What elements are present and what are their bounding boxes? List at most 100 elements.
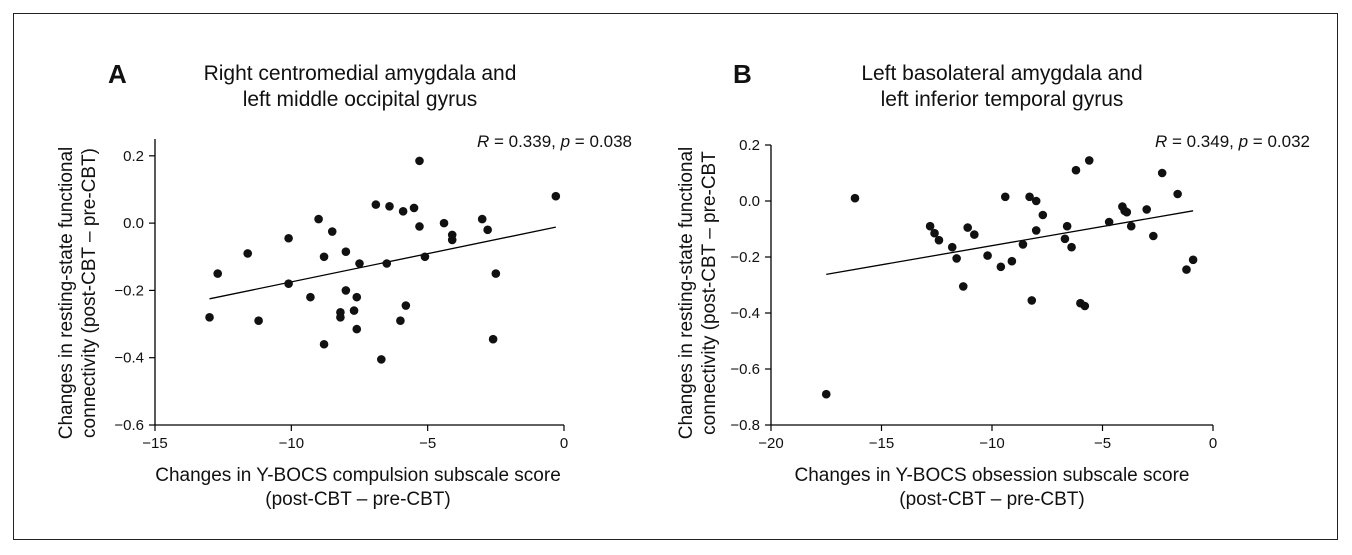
- panel-b-x-label-line-1: Changes in Y-BOCS obsession subscale sco…: [794, 465, 1189, 486]
- panel-b-data-point: [1123, 208, 1132, 217]
- panel-b-data-point: [1189, 255, 1198, 264]
- panel-b-data-point: [1032, 226, 1041, 235]
- panel-a-y-label-line-2: connectivity (post-CBT – pre-CBT): [79, 148, 100, 438]
- panel-a-data-point: [410, 204, 419, 213]
- panel-a-data-point: [385, 202, 394, 211]
- panel-b-title-line-2: left inferior temporal gyrus: [881, 88, 1124, 111]
- panel-b-data-point: [935, 236, 944, 245]
- panel-b-data-point: [1072, 166, 1081, 175]
- panel-a-data-point: [336, 313, 345, 322]
- panel-a-data-point: [483, 226, 492, 235]
- panel-a-y-tick-label: 0.2: [123, 148, 144, 165]
- panel-a-data-point: [254, 316, 263, 325]
- panel-b-data-point: [970, 230, 979, 239]
- panel-b-data-point: [1019, 240, 1028, 249]
- panel-a-y-tick-label: −0.2: [114, 282, 144, 299]
- panel-a-data-point: [320, 252, 329, 261]
- panel-b-x-label-line-2: (post-CBT – pre-CBT): [899, 489, 1084, 510]
- panel-b-data-point: [1085, 156, 1094, 165]
- panel-b-y-tick-label: −0.4: [730, 305, 760, 322]
- panel-b-y-tick-label: 0.0: [739, 193, 760, 210]
- panel-a-x-tick-label: −10: [279, 435, 304, 452]
- panel-a-data-point: [415, 157, 424, 166]
- panel-a-data-point: [213, 269, 222, 278]
- panel-b-data-point: [959, 282, 968, 291]
- panel-b-data-point: [1067, 243, 1076, 252]
- panel-b-data-point: [948, 243, 957, 252]
- panel-a-letter: A: [108, 59, 127, 89]
- panel-a-data-point: [396, 316, 405, 325]
- panel-a-y-tick-label: 0.0: [123, 215, 144, 232]
- panel-b-y-tick-label: −0.6: [730, 361, 760, 378]
- panel-b-data-point: [1158, 169, 1167, 178]
- panel-b-title-line-1: Left basolateral amygdala and: [861, 62, 1142, 85]
- panel-a-data-point: [284, 234, 293, 243]
- panel-b-y-tick-label: −0.2: [730, 249, 760, 266]
- panel-b-data-point: [1149, 232, 1158, 241]
- panel-a: A Right centromedial amygdala and left m…: [56, 59, 632, 510]
- panel-b-data-point: [1105, 218, 1114, 227]
- panel-b-x-tick-label: −20: [758, 435, 783, 452]
- panel-a-stat-annotation: R = 0.339, p = 0.038: [477, 132, 632, 151]
- panel-a-x-tick-label: −15: [142, 435, 167, 452]
- panel-b-data-point: [963, 223, 972, 232]
- panel-a-data-point: [205, 313, 214, 322]
- panel-b-data-point: [1039, 211, 1048, 220]
- panel-a-x-tick-label: −5: [419, 435, 436, 452]
- panel-b: B Left basolateral amygdala and left inf…: [676, 59, 1310, 510]
- panel-b-x-tick-label: −15: [869, 435, 894, 452]
- panel-a-data-point: [342, 247, 351, 256]
- panel-a-data-point: [350, 306, 359, 315]
- panel-b-x-tick-label: −5: [1094, 435, 1111, 452]
- panel-a-data-point: [314, 215, 323, 224]
- panel-a-data-point: [320, 340, 329, 349]
- panel-a-data-point: [478, 215, 487, 224]
- panel-b-data-point: [822, 390, 831, 399]
- panel-a-data-point: [355, 259, 364, 268]
- panel-b-data-point: [1063, 222, 1072, 231]
- panel-a-data-point: [402, 301, 411, 310]
- panel-b-data-point: [1142, 205, 1151, 214]
- panel-a-data-point: [243, 249, 252, 258]
- panel-b-data-point: [1127, 222, 1136, 231]
- panel-a-data-point: [421, 252, 430, 261]
- panel-a-y-label: Changes in resting-state functional conn…: [56, 147, 100, 440]
- panel-b-plot-area: −20 −15 −10 −5 0 −0.8 −0.6 −0.4 −0.2 0.0 0.2: [730, 137, 1217, 452]
- panel-b-x-tick-label: 0: [1209, 435, 1217, 452]
- panel-a-y-tick-label: −0.4: [114, 350, 144, 367]
- panel-b-letter: B: [733, 59, 752, 89]
- panel-b-y-label: Changes in resting-state functional conn…: [676, 147, 720, 440]
- panel-a-x-tick-label: 0: [560, 435, 568, 452]
- panel-b-data-point: [1001, 193, 1010, 202]
- panel-a-data-point: [399, 207, 408, 216]
- panel-b-x-tick-label: −10: [979, 435, 1004, 452]
- panel-a-x-label-line-1: Changes in Y-BOCS compulsion subscale sc…: [155, 465, 561, 486]
- panel-a-data-point: [342, 286, 351, 295]
- panel-a-data-point: [415, 222, 424, 231]
- panel-b-data-point: [851, 194, 860, 203]
- panel-b-data-point: [1081, 302, 1090, 311]
- panel-a-title-line-1: Right centromedial amygdala and: [204, 62, 517, 85]
- panel-a-y-tick-label: −0.6: [114, 417, 144, 434]
- panel-a-data-point: [352, 325, 361, 334]
- panel-b-data-point: [1061, 235, 1070, 244]
- panel-b-data-point: [1032, 197, 1041, 206]
- panel-b-data-point: [983, 251, 992, 260]
- panel-a-data-point: [377, 355, 386, 364]
- panel-a-data-point: [284, 279, 293, 288]
- panel-b-data-point: [1027, 296, 1036, 305]
- panel-a-data-point: [492, 269, 501, 278]
- panel-a-data-point: [489, 335, 498, 344]
- panel-b-data-point: [1182, 265, 1191, 274]
- panel-b-data-point: [1008, 257, 1017, 266]
- panel-b-data-point: [1173, 190, 1182, 199]
- panel-b-y-label-line-2: connectivity (post-CBT – pre-CBT: [699, 151, 720, 435]
- panel-a-data-point: [306, 293, 315, 302]
- panel-b-y-tick-label: −0.8: [730, 417, 760, 434]
- panel-a-data-point: [328, 227, 337, 236]
- panel-b-y-tick-label: 0.2: [739, 137, 760, 154]
- panel-b-y-label-line-1: Changes in resting-state functional: [676, 147, 697, 440]
- panel-a-plot-area: −15 −10 −5 0 −0.6 −0.4 −0.2 0.0 0.2: [114, 139, 568, 452]
- panel-b-data-point: [952, 254, 961, 263]
- panel-a-data-point: [352, 293, 361, 302]
